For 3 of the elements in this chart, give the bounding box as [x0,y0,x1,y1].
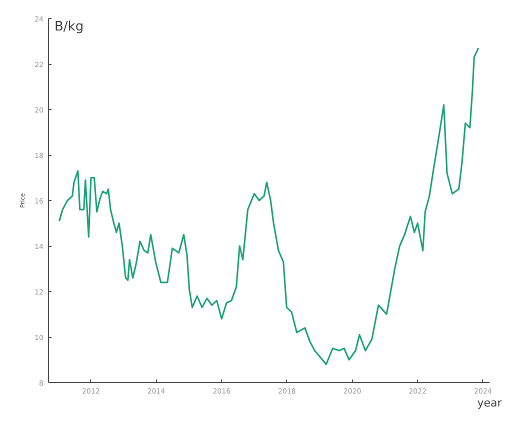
annotation: B/kg [54,20,84,34]
line-series [58,47,480,366]
x-axis-title: year [477,396,502,410]
